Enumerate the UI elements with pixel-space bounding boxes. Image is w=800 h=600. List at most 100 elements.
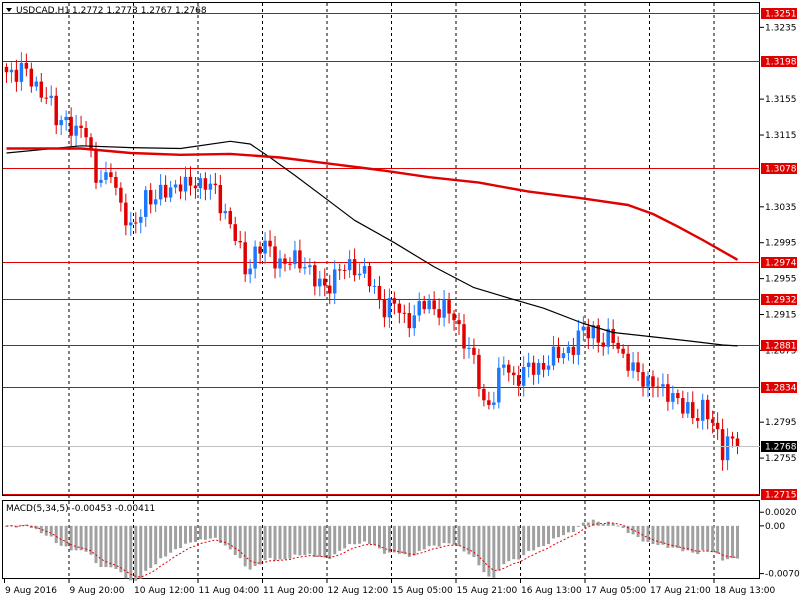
macd-bar: [49, 525, 53, 537]
macd-bar: [581, 522, 585, 526]
candle-bear: [4, 66, 9, 73]
macd-bar: [124, 525, 128, 579]
macd-bar: [228, 525, 232, 550]
x-tick-label: 18 Aug 13:00: [715, 586, 776, 596]
candle-bull: [417, 301, 421, 316]
candle-bull: [153, 199, 158, 205]
candle-bull: [253, 246, 257, 269]
macd-bar: [278, 525, 282, 560]
y-tick-label: 1.3235: [765, 23, 797, 33]
macd-histogram: [4, 519, 740, 581]
macd-bar: [547, 525, 551, 545]
candle-bear: [367, 266, 372, 287]
candle-bull: [74, 125, 78, 136]
macd-bar: [472, 525, 476, 558]
candle-bull: [581, 326, 586, 331]
macd-bar: [382, 525, 386, 554]
macd-bar: [99, 525, 103, 567]
macd-bar: [447, 525, 451, 544]
macd-y-tick-label: -0.00703: [765, 570, 800, 580]
macd-bar: [556, 525, 560, 538]
candle-bear: [243, 242, 247, 275]
macd-bar: [203, 525, 207, 540]
candle-bear: [621, 348, 625, 354]
macd-bar: [184, 525, 188, 544]
macd-bar: [417, 525, 421, 552]
candle-bull: [168, 187, 173, 198]
y-tick-label: 1.2875: [765, 346, 797, 356]
candle-bull: [591, 325, 596, 339]
candle-bull: [158, 184, 163, 200]
candle-bear: [651, 376, 655, 387]
candle-bear: [601, 342, 605, 347]
level-box: [761, 163, 797, 174]
macd-bar: [442, 525, 446, 544]
macd-bar: [502, 525, 506, 565]
macd-bar: [586, 522, 590, 526]
macd-bar: [328, 525, 332, 560]
candle-bear: [327, 285, 332, 294]
candle-bear: [119, 187, 123, 203]
candle-bull: [139, 216, 143, 223]
macd-bar: [711, 525, 715, 553]
candle-bull: [546, 365, 551, 370]
candle-bear: [79, 125, 83, 128]
candle-bear: [29, 68, 34, 87]
macd-bar: [631, 525, 635, 535]
macd-bar: [611, 523, 615, 526]
candle-bull: [347, 259, 352, 271]
macd-bar: [397, 525, 401, 554]
macd-pane-frame: [2, 500, 760, 579]
chart-ohlc: 1.2772 1.2773 1.2767 1.2768: [72, 6, 207, 16]
candle-bull: [318, 278, 322, 287]
chevron-down-icon[interactable]: [6, 8, 12, 12]
candle-bear: [437, 309, 441, 318]
candle-bear: [511, 372, 516, 376]
macd-bar: [74, 525, 78, 551]
candle-bull: [725, 436, 730, 461]
macd-bar: [303, 525, 307, 556]
candle-bear: [39, 81, 44, 98]
candle-bear: [337, 269, 342, 271]
macd-bar: [19, 524, 23, 526]
candle-bull: [293, 250, 297, 265]
level-box: [761, 489, 797, 500]
macd-bar: [437, 525, 441, 547]
y-tick-label: 1.3155: [765, 95, 797, 105]
level-label: 1.2932: [765, 296, 797, 306]
candle-bull: [129, 222, 133, 226]
candle-bear: [611, 328, 615, 343]
macd-bar: [497, 525, 501, 571]
macd-bar: [686, 525, 690, 551]
macd-bar: [387, 525, 391, 553]
candle-bear: [313, 265, 317, 287]
candle-bear: [377, 285, 382, 300]
macd-bar: [198, 525, 202, 540]
candle-bear: [218, 185, 223, 214]
level-box: [761, 340, 797, 351]
x-tick-label: 9 Aug 20:00: [70, 586, 125, 596]
candle-bull: [19, 62, 24, 82]
macd-bar: [606, 521, 610, 526]
macd-bar: [482, 525, 486, 573]
candle-bear: [571, 346, 576, 355]
macd-bar: [487, 525, 491, 577]
candle-bull: [442, 300, 446, 318]
macd-bar: [701, 525, 705, 551]
candle-bear: [616, 342, 620, 349]
macd-bar: [44, 525, 48, 536]
macd-bar: [477, 525, 481, 566]
level-label: 1.3251: [765, 10, 797, 20]
candle-bear: [472, 347, 476, 355]
macd-bar: [462, 525, 466, 552]
candle-bull: [502, 364, 506, 368]
candle-bull: [104, 172, 108, 180]
macd-bar: [39, 525, 43, 534]
macd-bar: [432, 525, 436, 546]
macd-bar: [134, 525, 138, 581]
macd-bar: [84, 525, 88, 552]
candle-bear: [541, 362, 546, 370]
macd-bar: [676, 525, 680, 549]
macd-bar: [368, 525, 372, 545]
